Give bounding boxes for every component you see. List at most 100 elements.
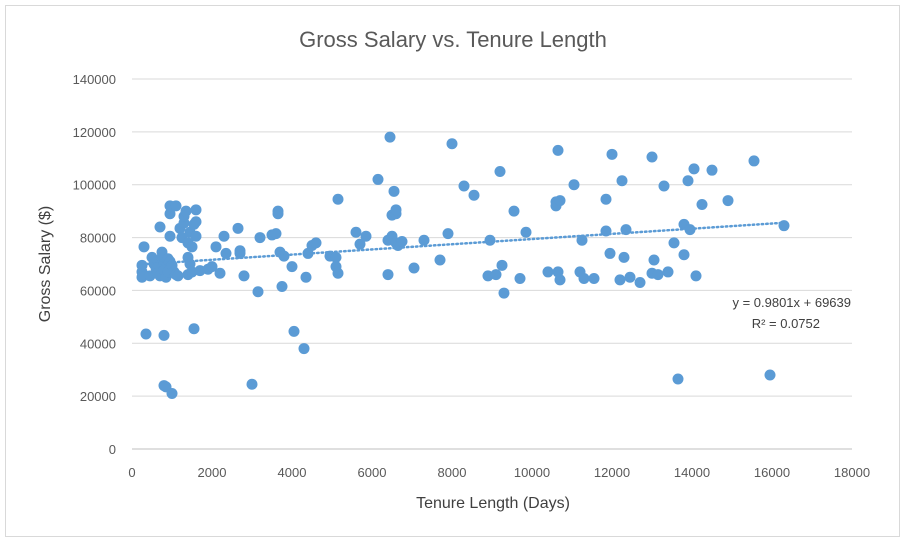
data-point-84: [360, 230, 372, 242]
data-point-42: [186, 241, 198, 253]
data-point-108: [496, 259, 508, 271]
x-tick-label-9: 18000: [834, 465, 870, 480]
data-points: [136, 131, 790, 399]
data-point-83: [354, 238, 366, 250]
data-point-120: [568, 179, 580, 191]
data-point-81: [332, 193, 344, 205]
data-point-11: [154, 221, 166, 233]
y-tick-label-4: 80000: [80, 231, 116, 246]
data-point-140: [662, 266, 674, 278]
data-point-130: [616, 175, 628, 187]
data-point-45: [188, 323, 200, 335]
data-point-105: [484, 234, 496, 246]
data-point-3: [138, 241, 150, 253]
data-point-151: [722, 195, 734, 207]
data-point-62: [254, 232, 266, 244]
y-tick-label-6: 120000: [73, 125, 116, 140]
x-tick-label-3: 6000: [358, 465, 387, 480]
data-point-47: [190, 230, 202, 242]
data-point-145: [682, 175, 694, 187]
data-point-139: [658, 180, 670, 192]
data-point-97: [408, 262, 420, 274]
data-point-61: [252, 286, 264, 298]
y-tick-label-1: 20000: [80, 389, 116, 404]
data-point-70: [286, 261, 298, 273]
data-point-17: [158, 329, 170, 341]
data-point-71: [288, 325, 300, 337]
data-point-110: [508, 205, 520, 217]
data-point-24: [164, 208, 176, 220]
data-point-103: [468, 189, 480, 201]
data-point-122: [576, 234, 588, 246]
data-point-82: [350, 226, 362, 238]
data-point-127: [604, 247, 616, 259]
data-point-4: [140, 328, 152, 340]
data-point-56: [232, 222, 244, 234]
data-point-54: [218, 230, 230, 242]
data-point-119: [554, 195, 566, 207]
data-point-100: [442, 228, 454, 240]
data-point-129: [614, 274, 626, 286]
data-point-46: [190, 204, 202, 216]
data-point-98: [418, 234, 430, 246]
x-tick-label-7: 14000: [674, 465, 710, 480]
data-point-148: [690, 270, 702, 282]
data-point-149: [696, 199, 708, 211]
x-tick-label-8: 16000: [754, 465, 790, 480]
y-tick-label-2: 40000: [80, 336, 116, 351]
data-point-69: [278, 250, 290, 262]
data-point-60: [246, 378, 258, 390]
data-point-53: [214, 267, 226, 279]
data-point-76: [310, 237, 322, 249]
data-point-86: [382, 269, 394, 281]
data-point-106: [490, 269, 502, 281]
trendline-r2: R² = 0.0752: [752, 316, 820, 331]
data-point-107: [494, 166, 506, 177]
data-point-109: [498, 287, 510, 299]
data-point-78: [330, 251, 342, 263]
data-point-141: [668, 237, 680, 249]
data-point-72: [298, 343, 310, 355]
data-point-29: [170, 200, 182, 212]
x-tick-label-5: 10000: [514, 465, 550, 480]
data-point-96: [396, 236, 408, 248]
data-point-73: [300, 271, 312, 283]
data-point-99: [434, 254, 446, 266]
data-point-123: [578, 273, 590, 285]
data-point-66: [272, 208, 284, 220]
data-point-133: [624, 271, 636, 283]
data-point-102: [458, 180, 470, 192]
data-point-68: [276, 280, 288, 292]
y-tick-labels: 0 20000 40000 60000 80000 100000 120000 140000: [73, 72, 116, 457]
y-tick-label-7: 140000: [73, 72, 116, 87]
data-point-118: [554, 274, 566, 286]
y-tick-label-3: 60000: [80, 283, 116, 298]
x-axis-title: Tenure Length (Days): [416, 495, 570, 512]
data-point-150: [706, 164, 718, 176]
data-point-91: [388, 185, 400, 197]
data-point-101: [446, 138, 458, 150]
y-tick-label-5: 100000: [73, 178, 116, 193]
data-point-88: [384, 131, 396, 143]
data-point-80: [332, 267, 344, 279]
data-point-152: [748, 155, 760, 167]
data-point-58: [234, 245, 246, 257]
x-tick-label-4: 8000: [438, 465, 467, 480]
data-point-113: [542, 266, 554, 278]
data-point-36: [180, 205, 192, 217]
data-point-64: [270, 228, 282, 240]
data-point-134: [634, 277, 646, 288]
data-point-48: [190, 216, 202, 228]
data-point-111: [514, 273, 526, 285]
data-point-137: [648, 254, 660, 266]
data-point-142: [672, 373, 684, 385]
chart-title: Gross Salary vs. Tenure Length: [299, 27, 607, 52]
y-tick-label-0: 0: [109, 442, 116, 457]
y-axis-title: Gross Salary ($): [37, 206, 54, 322]
data-point-144: [678, 249, 690, 261]
x-tick-label-0: 0: [128, 465, 135, 480]
x-tick-label-6: 12000: [594, 465, 630, 480]
data-point-23: [164, 230, 176, 242]
data-point-131: [618, 251, 630, 263]
